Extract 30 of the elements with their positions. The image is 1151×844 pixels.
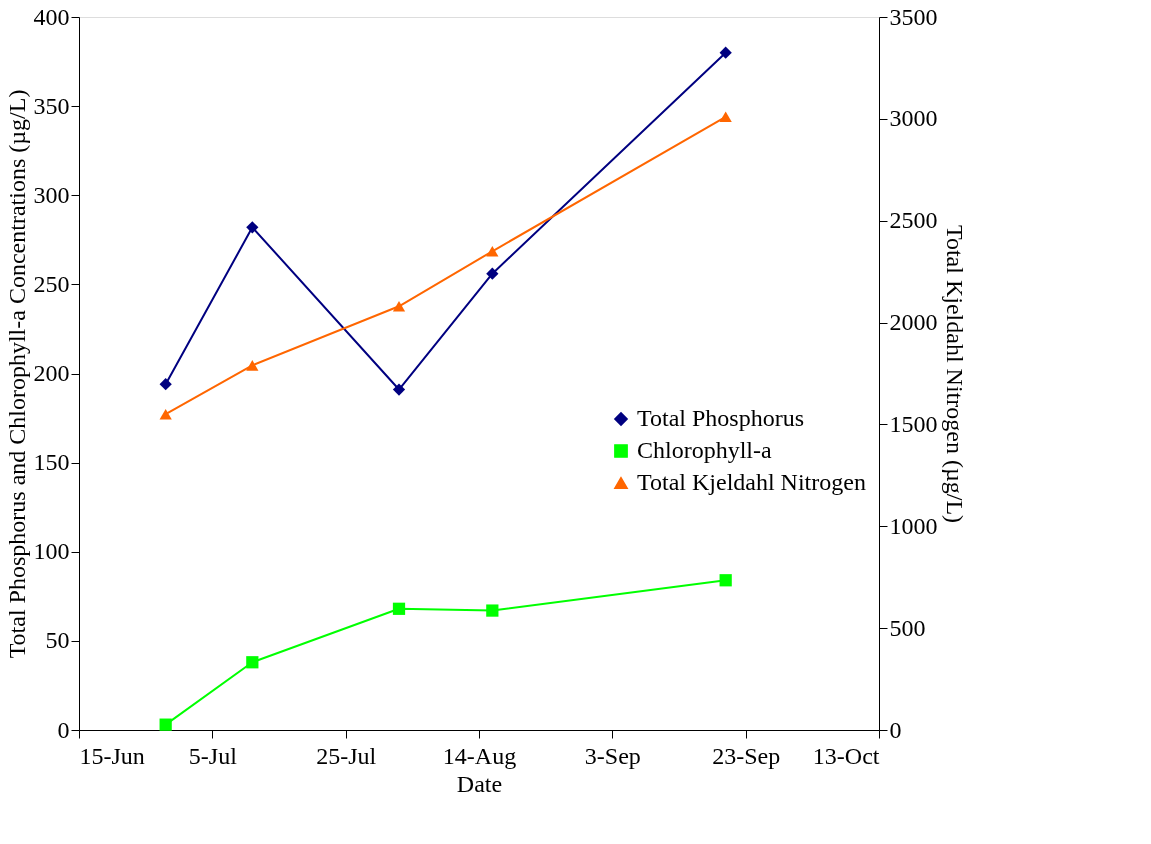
y2-axis-title: Total Kjeldahl Nitrogen (µg/L) — [941, 224, 968, 524]
y2-tick-label: 3500 — [889, 3, 938, 30]
legend-label: Chlorophyll-a — [637, 437, 772, 463]
x-tick-label: 5-Jul — [188, 742, 238, 769]
y-tick-label: 0 — [57, 716, 70, 743]
x-tick-label: 15-Jun — [79, 742, 145, 769]
legend-label: Total Kjeldahl Nitrogen — [637, 469, 866, 495]
y-tick-label: 200 — [33, 360, 70, 386]
x-tick-label: 25-Jul — [316, 742, 377, 769]
legend-label: Total Phosphorus — [637, 405, 804, 431]
y-tick-label: 400 — [33, 3, 70, 30]
y-tick-label: 350 — [33, 92, 70, 119]
y-tick-label: 50 — [45, 627, 70, 654]
y2-tick-label: 0 — [889, 716, 902, 743]
y2-tick-label: 3000 — [889, 105, 938, 132]
x-tick-label: 13-Oct — [812, 742, 880, 769]
y-axis-title: Total Phosphorus and Chlorophyll-a Concentrations (µg/L) — [3, 89, 30, 659]
y2-tick-label: 500 — [889, 614, 926, 641]
y2-tick-label: 2000 — [889, 309, 938, 336]
x-tick-label: 14-Aug — [442, 742, 517, 769]
y-tick-label: 100 — [33, 538, 70, 565]
x-axis-title: Date — [456, 770, 503, 797]
y2-tick-label: 1500 — [889, 410, 938, 437]
y-tick-label: 250 — [33, 270, 70, 297]
y2-tick-label: 2500 — [889, 207, 938, 234]
x-tick-label: 23-Sep — [712, 742, 781, 769]
y2-tick-label: 1000 — [889, 512, 938, 539]
x-tick-label: 3-Sep — [584, 742, 641, 769]
y-tick-label: 300 — [33, 181, 70, 208]
y-tick-label: 150 — [33, 449, 70, 476]
